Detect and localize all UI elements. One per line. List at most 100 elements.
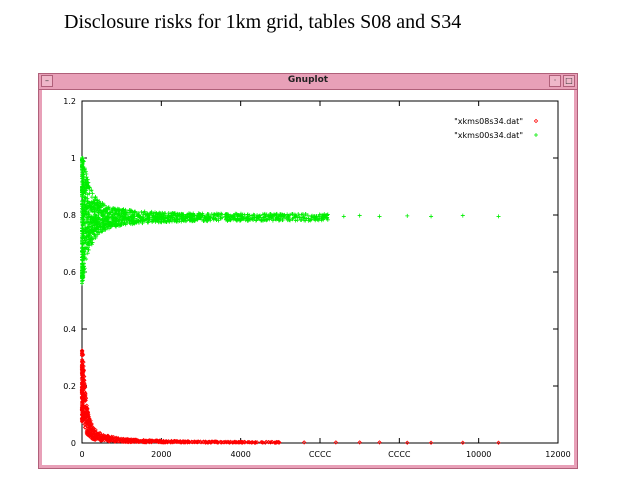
data-point	[144, 216, 149, 221]
data-point	[227, 440, 233, 445]
data-point	[80, 215, 85, 220]
data-point	[101, 432, 106, 438]
data-point	[205, 440, 210, 445]
data-point	[93, 429, 98, 435]
data-point	[122, 437, 128, 442]
data-point	[243, 218, 248, 223]
data-point	[82, 235, 87, 240]
axis-ticks: 0 2000 4000 CCCC CCCC 10000 12000 0 0.2 0.4 0.6 0.8…	[63, 97, 570, 459]
data-point	[157, 210, 162, 215]
data-point	[208, 215, 213, 220]
data-point	[195, 440, 200, 445]
data-point	[159, 214, 164, 219]
data-point	[79, 412, 85, 417]
window-frame-right[interactable]	[574, 90, 577, 468]
data-point	[87, 421, 93, 426]
data-point	[99, 229, 104, 234]
data-point	[290, 212, 295, 216]
data-point	[221, 439, 227, 445]
data-point	[81, 274, 86, 279]
data-point	[159, 439, 164, 444]
data-point	[305, 213, 310, 218]
data-point	[235, 214, 240, 219]
legend-label-xkms00s34: "xkms00s34.dat"	[454, 131, 523, 140]
data-point	[115, 436, 120, 441]
data-point	[320, 215, 325, 220]
legend-label-xkms08s34: "xkms08s34.dat"	[454, 117, 523, 126]
data-point	[90, 240, 95, 245]
data-point	[80, 241, 85, 246]
data-point	[80, 185, 85, 190]
data-point	[80, 164, 85, 169]
data-point	[128, 439, 133, 445]
window-frame-bottom[interactable]	[39, 465, 577, 468]
data-point	[109, 224, 114, 229]
data-point	[85, 225, 90, 230]
data-point	[92, 210, 97, 215]
window-titlebar[interactable]: – Gnuplot · □	[39, 74, 577, 90]
window-frame-left[interactable]	[39, 90, 42, 468]
data-point	[89, 195, 94, 200]
data-point	[85, 251, 90, 256]
data-point	[107, 439, 112, 444]
data-point	[317, 216, 322, 221]
data-point	[112, 439, 118, 444]
data-point	[92, 205, 97, 210]
data-point	[91, 220, 96, 225]
data-point	[101, 203, 106, 208]
data-point	[428, 440, 434, 445]
legend-marker-xkms00s34	[534, 133, 538, 137]
data-point	[79, 387, 85, 392]
data-point	[80, 193, 85, 198]
data-point	[132, 221, 137, 226]
data-point	[107, 226, 112, 231]
data-point	[81, 228, 86, 233]
data-point	[105, 221, 110, 226]
data-point	[90, 209, 95, 214]
data-point	[259, 218, 264, 223]
data-point	[84, 185, 89, 190]
data-point	[80, 165, 85, 170]
data-point	[88, 237, 93, 242]
data-point	[143, 439, 148, 444]
data-point	[83, 390, 88, 396]
y-tick-label: 0	[71, 439, 76, 448]
data-point	[405, 213, 410, 218]
data-point	[296, 211, 301, 216]
window-title: Gnuplot	[287, 75, 329, 85]
data-point	[245, 212, 250, 217]
data-point	[258, 217, 263, 222]
data-point	[87, 432, 92, 437]
minimize-icon[interactable]: ·	[549, 75, 561, 87]
data-point	[158, 439, 163, 444]
data-point	[164, 219, 169, 224]
data-point	[82, 238, 87, 243]
data-point	[238, 217, 243, 222]
data-point	[224, 212, 229, 217]
data-point	[185, 215, 190, 220]
data-point	[128, 210, 133, 215]
data-point	[84, 231, 89, 236]
data-point	[166, 213, 171, 218]
data-point	[127, 216, 132, 221]
data-point	[136, 439, 142, 444]
data-point	[79, 351, 85, 357]
data-point	[119, 220, 124, 225]
data-point	[533, 118, 539, 124]
data-point	[273, 440, 278, 445]
data-point	[130, 214, 135, 219]
data-point	[95, 202, 100, 207]
data-point	[110, 217, 115, 222]
x-tick-label: CCCC	[388, 450, 411, 459]
data-point	[159, 217, 164, 222]
data-point	[82, 382, 87, 388]
data-point	[136, 210, 141, 215]
data-point	[80, 263, 85, 268]
data-point	[155, 218, 160, 223]
data-point	[128, 221, 133, 226]
window-menu-icon[interactable]: –	[41, 75, 53, 87]
data-point	[82, 203, 87, 208]
maximize-icon[interactable]: □	[563, 75, 575, 87]
data-point	[323, 213, 328, 218]
data-point	[225, 218, 230, 223]
